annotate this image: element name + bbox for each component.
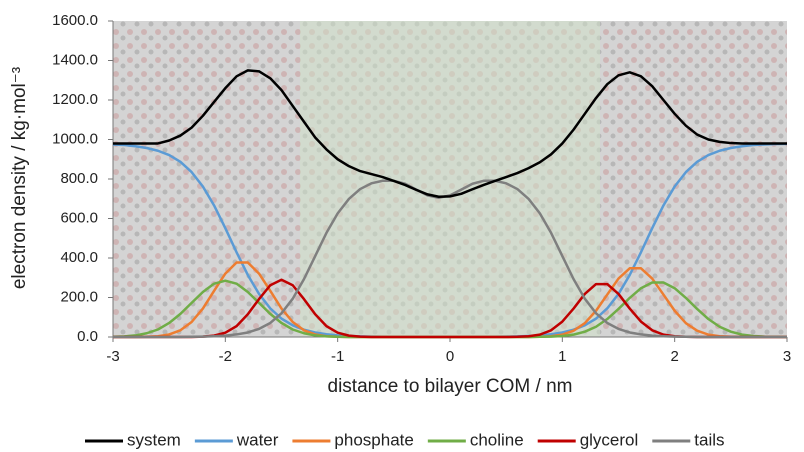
x-axis-label: distance to bilayer COM / nm [328, 376, 573, 397]
x-tick-label: 0 [446, 348, 454, 365]
x-tick-label: -2 [219, 348, 232, 365]
legend-label: tails [694, 430, 724, 449]
y-tick-label: 1400.0 [52, 51, 98, 68]
series-line [113, 69, 787, 199]
x-tick-label: 1 [558, 348, 566, 365]
background-image [113, 21, 787, 337]
y-tick-label: 1000.0 [52, 130, 98, 147]
x-tick-label: -1 [331, 348, 344, 365]
legend-label: system [127, 430, 181, 449]
y-tick-label: 200.0 [60, 288, 98, 305]
y-tick-label: 0.0 [77, 328, 98, 345]
legend-label: glycerol [580, 430, 639, 449]
legend-label: choline [470, 430, 524, 449]
legend-label: phosphate [334, 430, 413, 449]
x-tick-label: 3 [783, 348, 791, 365]
y-axis-label: electron density / kg·mol⁻³ [9, 67, 30, 289]
y-tick-label: 400.0 [60, 249, 98, 266]
legend-label: water [236, 430, 279, 449]
y-tick-label: 800.0 [60, 170, 98, 187]
y-tick-label: 1200.0 [52, 91, 98, 108]
y-tick-label: 1600.0 [52, 12, 98, 29]
y-tick-label: 600.0 [60, 209, 98, 226]
x-tick-label: 2 [670, 348, 678, 365]
x-tick-label: -3 [106, 348, 119, 365]
